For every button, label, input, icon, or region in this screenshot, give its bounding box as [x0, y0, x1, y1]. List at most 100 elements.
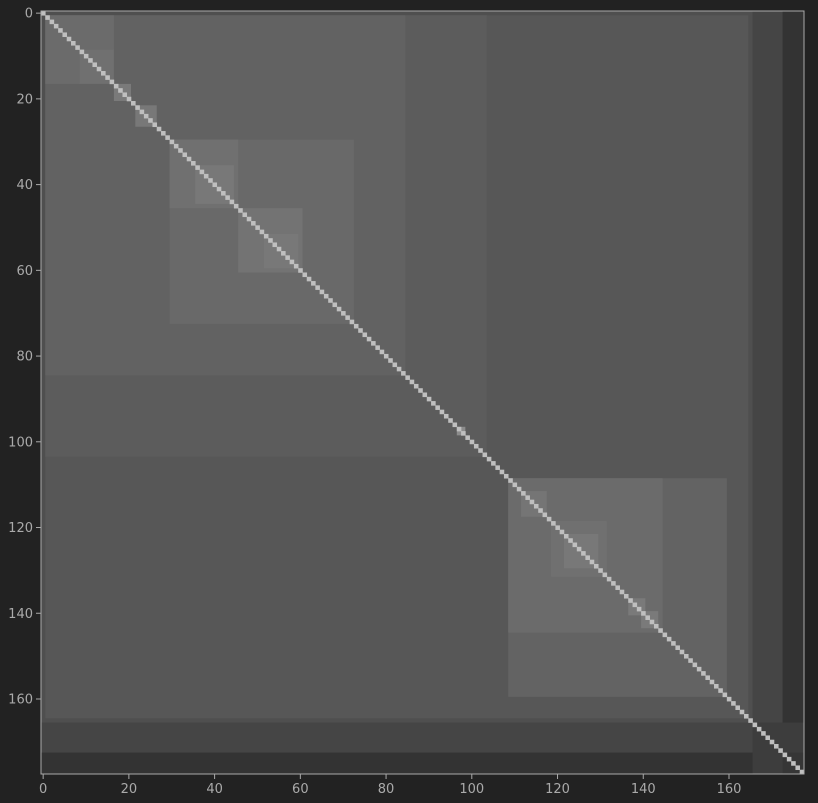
heatmap-diagonal-cell	[75, 45, 80, 50]
y-tick-label: 80	[16, 350, 33, 365]
heatmap-diagonal-cell	[508, 478, 513, 483]
heatmap-diagonal-cell	[709, 679, 715, 685]
heatmap-diagonal-cell	[469, 439, 475, 445]
heatmap-diagonal-cell	[405, 375, 410, 380]
heatmap-diagonal-cell	[533, 503, 539, 509]
heatmap-diagonal-cell	[41, 11, 46, 16]
y-tick-label: 100	[8, 435, 33, 450]
heatmap-diagonal-cell	[765, 735, 771, 741]
y-tick-label: 0	[25, 7, 33, 22]
heatmap-diagonal-cell	[615, 585, 620, 590]
heatmap-diagonal-cell	[602, 572, 608, 578]
x-tick-label: 120	[545, 782, 570, 797]
heatmap-diagonal-cell	[551, 521, 556, 526]
heatmap-diagonal	[41, 11, 805, 775]
heatmap-diagonal-cell	[45, 15, 50, 20]
y-tick-label: 160	[8, 692, 33, 707]
heatmap-diagonal-cell	[109, 79, 115, 85]
heatmap-diagonal-cell	[623, 593, 629, 599]
heatmap-diagonal-cell	[191, 161, 196, 166]
heatmap-diagonal-cell	[422, 392, 428, 398]
heatmap-diagonal-cell	[101, 71, 106, 76]
heatmap-diagonal-cell	[118, 88, 123, 93]
heatmap-diagonal-cell	[392, 362, 398, 368]
heatmap-diagonal-cell	[559, 529, 565, 535]
heatmap-diagonal-cell	[246, 216, 252, 222]
heatmap-diagonal-cell	[795, 765, 801, 771]
heatmap-diagonal-cell	[722, 692, 728, 698]
heatmap-diagonal-cell	[666, 636, 672, 642]
x-tick-label: 20	[121, 782, 138, 797]
x-tick-label: 0	[39, 782, 47, 797]
heatmap-diagonal-cell	[705, 675, 710, 680]
heatmap-diagonal-cell	[306, 276, 312, 282]
heatmap-diagonal-cell	[482, 452, 488, 458]
heatmap-diagonal-cell	[165, 135, 170, 140]
heatmap-diagonal-cell	[491, 461, 496, 466]
heatmap-diagonal-cell	[606, 576, 612, 582]
heatmap-diagonal-cell	[263, 233, 269, 239]
heatmap-diagonal-cell	[636, 606, 642, 612]
heatmap-diagonal-cell	[383, 353, 389, 359]
heatmap-diagonal-cell	[285, 255, 290, 260]
heatmap-diagonal-cell	[619, 589, 625, 595]
heatmap-diagonal-cell	[375, 345, 380, 350]
x-tick-label: 80	[378, 782, 395, 797]
heatmap-diagonal-cell	[396, 366, 402, 372]
heatmap-diagonal-cell	[182, 152, 188, 158]
heatmap-diagonal-cell	[409, 379, 415, 385]
heatmap-diagonal-cell	[611, 581, 616, 586]
heatmap-diagonal-cell	[563, 533, 569, 539]
heatmap-diagonal-cell	[465, 435, 470, 440]
heatmap-diagonal-cell	[568, 538, 573, 543]
heatmap-diagonal-cell	[353, 323, 359, 329]
heatmap-diagonal-cell	[726, 696, 732, 702]
x-tick-label: 40	[206, 782, 223, 797]
heatmap-diagonal-cell	[735, 705, 741, 711]
heatmap-diagonal-cell	[49, 19, 55, 25]
heatmap-diagonal-cell	[649, 619, 655, 625]
heatmap-diagonal-cell	[58, 28, 63, 33]
heatmap-diagonal-cell	[92, 62, 98, 68]
heatmap-diagonal-cell	[225, 195, 230, 200]
y-tick-label: 40	[16, 178, 33, 193]
heatmap-diagonal-cell	[512, 482, 518, 488]
heatmap-diagonal-cell	[332, 302, 338, 308]
heatmap-diagonal-cell	[448, 418, 453, 423]
heatmap-diagonal-cell	[782, 752, 788, 758]
heatmap-diagonal-cell	[203, 173, 209, 179]
heatmap-diagonal-cell	[581, 551, 586, 556]
heatmap-diagonal-cell	[598, 568, 603, 573]
heatmap-diagonal-cell	[538, 508, 543, 513]
x-axis: 0 20 40 60 80 100 120 140 160	[39, 774, 741, 797]
heatmap-diagonal-cell	[495, 465, 500, 470]
heatmap-diagonal-cell	[418, 388, 423, 393]
heatmap-diagonal-cell	[439, 409, 445, 415]
heatmap-diagonal-cell	[731, 701, 736, 706]
heatmap-diagonal-cell	[486, 456, 492, 462]
heatmap-diagonal-cell	[79, 49, 85, 55]
heatmap-diagonal-cell	[105, 75, 110, 80]
heatmap-diagonal-cell	[216, 186, 222, 192]
heatmap-diagonal-cell	[769, 739, 775, 745]
heatmap-diagonal-cell	[473, 443, 479, 449]
heatmap-diagonal-cell	[456, 426, 462, 432]
heatmap-diagonal-cell	[156, 126, 162, 132]
x-tick-label: 100	[459, 782, 484, 797]
heatmap-diagonal-cell	[692, 662, 698, 668]
heatmap-diagonal-cell	[238, 208, 243, 213]
heatmap-diagonal-cell	[461, 431, 466, 436]
heatmap-diagonal-cell	[53, 23, 59, 29]
heatmap-diagonal-cell	[62, 32, 68, 38]
heatmap-diagonal-cell	[362, 332, 368, 338]
heatmap-diagonal-cell	[83, 53, 89, 59]
heatmap-diagonal-cell	[671, 641, 676, 646]
heatmap-diagonal-cell	[679, 649, 685, 655]
y-tick-label: 60	[16, 264, 33, 279]
heatmap-diagonal-cell	[276, 246, 282, 252]
heatmap-diagonal-cell	[675, 645, 680, 650]
heatmap-diagonal-cell	[546, 516, 552, 522]
heatmap-diagonal-cell	[323, 293, 329, 299]
heatmap-diagonal-cell	[272, 242, 278, 248]
